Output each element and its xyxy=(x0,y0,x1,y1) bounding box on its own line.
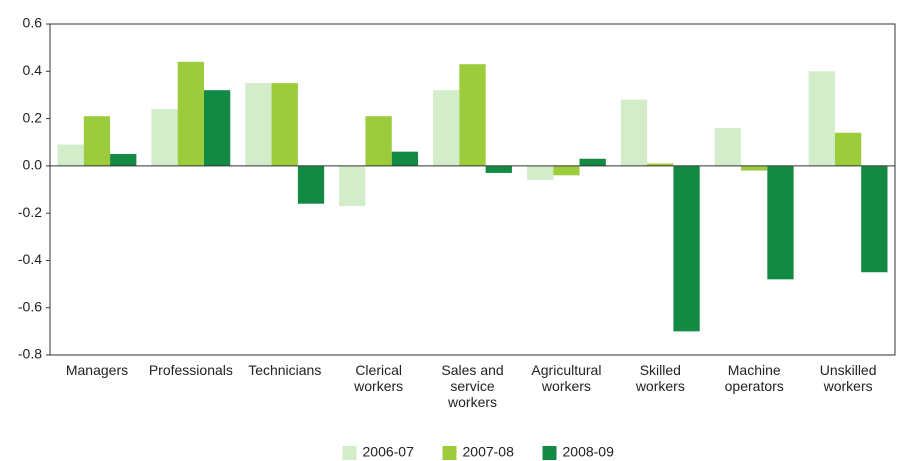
bar xyxy=(808,71,835,166)
x-tick-label: Unskilled workers xyxy=(819,362,877,394)
bar xyxy=(579,158,606,166)
bar xyxy=(741,165,768,171)
y-tick-label: 0.2 xyxy=(23,109,43,125)
bar xyxy=(83,116,111,166)
legend-label: 2006-07 xyxy=(363,444,415,460)
y-tick-label: 0.0 xyxy=(23,157,43,173)
bar xyxy=(526,165,554,181)
legend-swatch xyxy=(542,446,557,460)
bar xyxy=(861,165,888,273)
bar xyxy=(834,132,862,166)
y-tick-label: 0.4 xyxy=(23,62,43,78)
bar xyxy=(151,109,178,166)
bar xyxy=(673,165,700,332)
y-tick-label: -0.2 xyxy=(18,204,42,220)
legend-label: 2007-08 xyxy=(463,444,515,460)
bar xyxy=(620,99,648,166)
bar xyxy=(203,90,231,166)
bar xyxy=(391,151,419,166)
bar xyxy=(459,64,486,166)
x-tick-label: Sales and service workers xyxy=(441,362,504,410)
bar xyxy=(433,90,460,166)
legend-swatch xyxy=(342,446,357,460)
bar xyxy=(297,165,325,204)
x-tick-label: Technicians xyxy=(248,362,322,378)
y-tick-label: 0.6 xyxy=(23,15,43,31)
x-tick-label: Skilled workers xyxy=(635,362,685,394)
x-tick-label: Machine operators xyxy=(724,362,784,394)
bar xyxy=(57,144,84,166)
x-tick-label: Clerical workers xyxy=(354,362,404,394)
y-tick-label: -0.4 xyxy=(18,251,42,267)
bar xyxy=(553,165,580,176)
x-tick-label: Agricultural workers xyxy=(531,362,602,394)
plot-frame xyxy=(49,23,896,356)
bar xyxy=(485,165,512,173)
bar xyxy=(714,128,742,166)
y-tick-label: -0.8 xyxy=(18,346,42,362)
bar xyxy=(177,61,204,166)
legend-swatch xyxy=(442,446,457,460)
legend-label: 2008-09 xyxy=(563,444,615,460)
bar xyxy=(245,83,272,166)
bar xyxy=(339,165,366,207)
bar xyxy=(271,83,298,166)
bar xyxy=(647,163,674,166)
bar xyxy=(767,165,794,280)
x-tick-label: Managers xyxy=(65,362,129,378)
bar xyxy=(110,154,137,166)
x-tick-label: Professionals xyxy=(148,362,233,378)
bar xyxy=(365,116,392,166)
y-tick-label: -0.6 xyxy=(18,298,42,314)
